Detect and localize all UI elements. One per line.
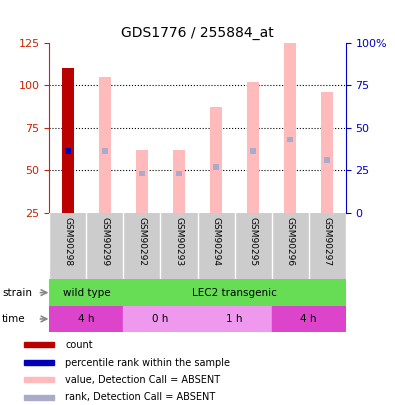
Text: GSM90295: GSM90295 [248,217,258,266]
Text: 4 h: 4 h [300,314,317,324]
Bar [287,136,293,143]
Text: GSM90294: GSM90294 [211,217,220,266]
Bar [321,92,333,213]
Text: GSM90293: GSM90293 [175,217,184,266]
Text: 4 h: 4 h [78,314,95,324]
Text: wild type: wild type [62,288,110,298]
Bar [24,377,54,382]
Bar [102,148,108,154]
Bar [250,148,256,154]
Bar [176,171,182,177]
Bar [49,279,123,306]
Bar [272,306,346,332]
Bar [123,306,198,332]
Bar [210,107,222,213]
Bar [123,279,346,306]
Bar [24,360,54,365]
Bar [284,5,296,213]
Bar [324,157,330,163]
Bar [24,395,54,400]
Bar [173,150,185,213]
Bar [49,306,123,332]
Text: GSM90298: GSM90298 [63,217,72,266]
Bar [99,77,111,213]
Text: 0 h: 0 h [152,314,169,324]
Text: GSM90299: GSM90299 [100,217,109,266]
Text: time: time [2,314,26,324]
Text: rank, Detection Call = ABSENT: rank, Detection Call = ABSENT [65,392,215,402]
Title: GDS1776 / 255884_at: GDS1776 / 255884_at [121,26,274,40]
Bar [24,342,54,347]
Text: GSM90297: GSM90297 [323,217,332,266]
Text: GSM90292: GSM90292 [137,217,147,266]
Bar [62,68,74,213]
Text: percentile rank within the sample: percentile rank within the sample [65,358,230,368]
Bar [65,148,71,154]
Text: GSM90296: GSM90296 [286,217,295,266]
Text: LEC2 transgenic: LEC2 transgenic [192,288,277,298]
Text: value, Detection Call = ABSENT: value, Detection Call = ABSENT [65,375,220,385]
Text: 1 h: 1 h [226,314,243,324]
Bar [198,306,272,332]
Bar [247,82,259,213]
Bar [65,148,71,154]
Text: strain: strain [2,288,32,298]
Bar [139,171,145,177]
Text: count: count [65,340,93,350]
Bar [213,164,219,170]
Bar [136,150,148,213]
